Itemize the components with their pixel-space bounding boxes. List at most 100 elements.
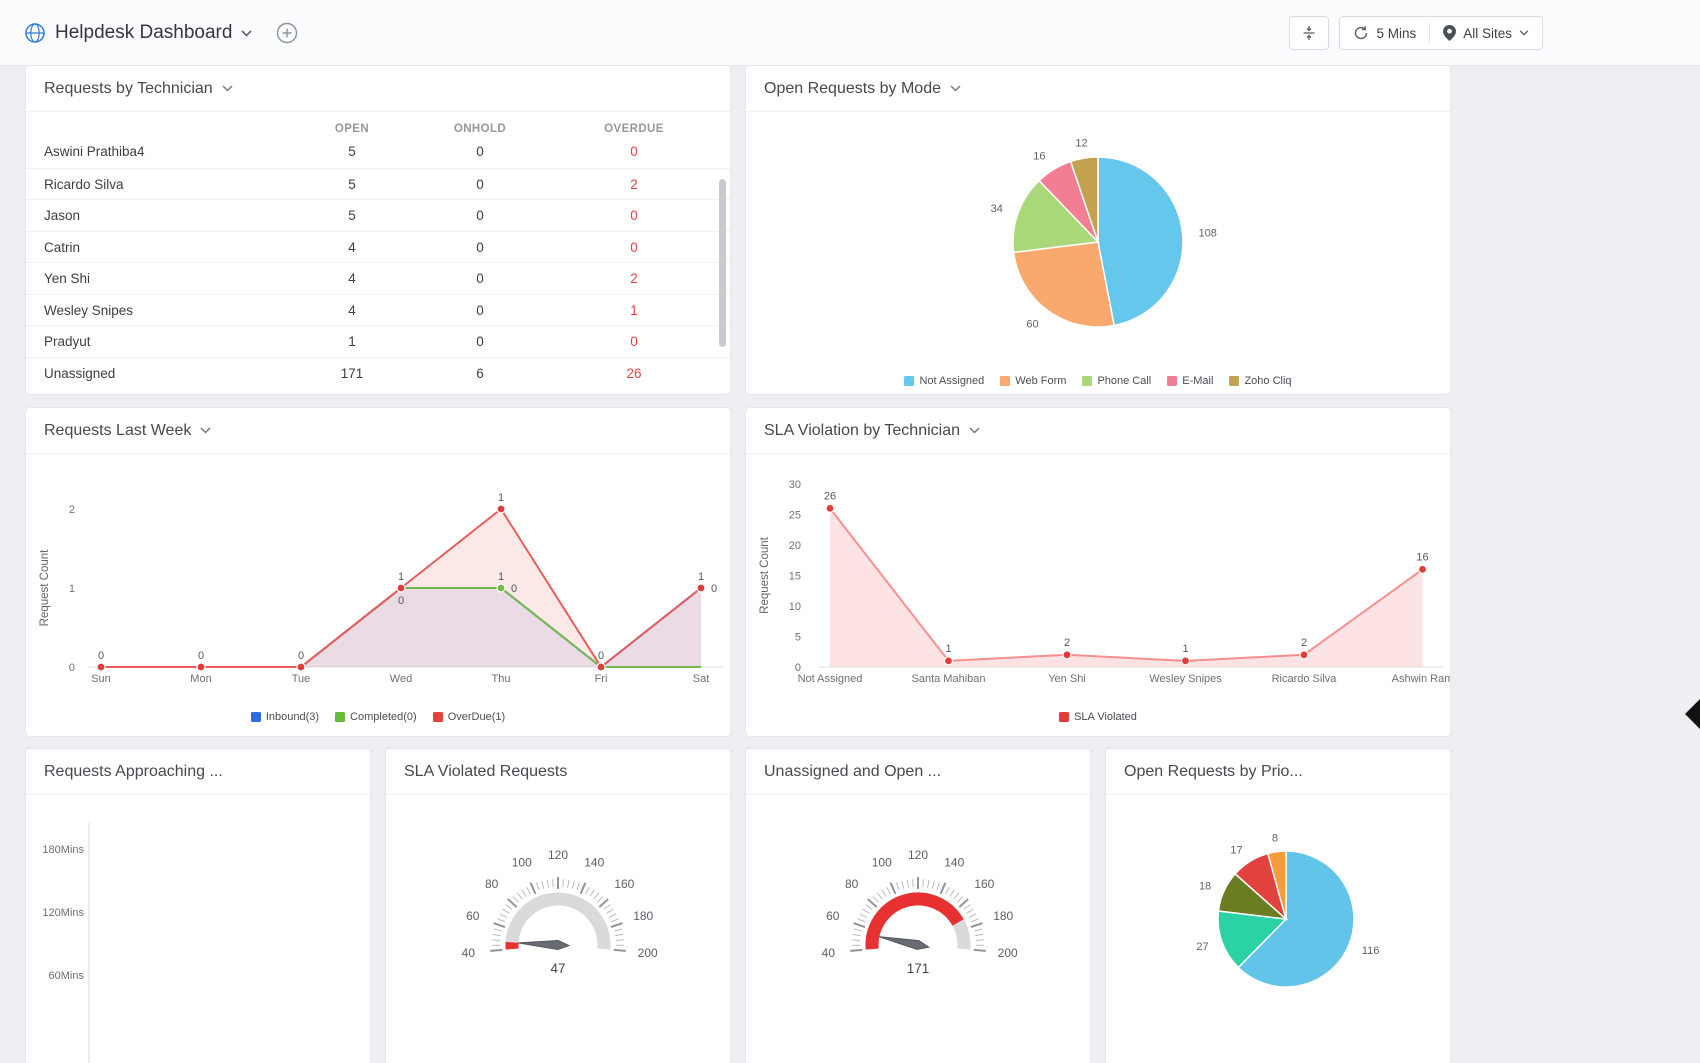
gauge-tick (606, 908, 614, 914)
pie-value-label: 8 (1272, 833, 1278, 845)
table-row[interactable]: Yen Shi 4 0 2 (26, 262, 730, 294)
gauge-tick (526, 886, 531, 895)
add-dashboard-button[interactable] (275, 21, 299, 45)
gauge-tick (970, 918, 979, 923)
gauge-tick-label: 140 (944, 856, 964, 870)
data-point[interactable] (196, 662, 206, 672)
legend-label: Inbound(3) (265, 711, 320, 723)
data-point[interactable] (1180, 656, 1191, 666)
table-row[interactable]: Aswini Prathiba4 5 0 0 (26, 143, 730, 168)
data-point[interactable] (825, 503, 835, 514)
onhold-count-cell: 0 (476, 271, 484, 286)
pie-value-label: 60 (1026, 319, 1038, 331)
legend-item[interactable]: Web Form (1000, 375, 1066, 387)
sla-violation-line-chart: 0 5 10 15 20 25 30 Not Assigned Santa Mahiban Yen… (746, 454, 1453, 723)
legend-label: Completed(0) (350, 711, 417, 723)
pie-slice-116[interactable] (1237, 850, 1355, 988)
series-area (101, 588, 701, 667)
x-tick-label: Fri (595, 673, 608, 685)
panel-requests-approaching: Requests Approaching ... 180Mins 120Mins 6… (25, 748, 371, 1063)
data-point[interactable] (696, 583, 706, 593)
fit-screen-button[interactable] (1289, 16, 1330, 50)
panel-unassigned-and-open: Unassigned and Open ... 40 60 80 100 120 140 1… (745, 748, 1091, 1063)
pie-slice-27[interactable] (1217, 910, 1288, 969)
y-axis-title: Request Count (759, 536, 771, 614)
scrollbar-thumb[interactable] (719, 179, 726, 347)
open-count-cell: 1 (348, 334, 356, 349)
pie-slice-Web Form[interactable] (1012, 241, 1116, 328)
data-point[interactable] (1299, 650, 1309, 660)
chevron-down-icon[interactable] (200, 427, 211, 434)
legend-item[interactable]: Not Assigned (904, 375, 984, 387)
data-point[interactable] (1062, 650, 1072, 660)
gauge-tick-label: 60 (826, 909, 840, 923)
point-label: 0 (298, 650, 304, 662)
data-point[interactable] (596, 662, 606, 672)
table-row[interactable]: Unassigned 171 6 26 (26, 356, 730, 389)
gauge-tick (859, 913, 868, 918)
page-title[interactable]: Helpdesk Dashboard (55, 22, 233, 43)
legend-item[interactable]: OverDue(1) (432, 711, 505, 723)
y-tick-label: 5 (795, 632, 801, 644)
gauge-tick (562, 879, 564, 888)
legend-item[interactable]: Inbound(3) (250, 711, 320, 723)
location-pin-icon (1443, 25, 1457, 41)
chevron-down-icon[interactable] (969, 427, 980, 434)
overdue-count-cell: 1 (630, 302, 638, 318)
data-point[interactable] (496, 504, 506, 514)
pie-value-label: 18 (1199, 880, 1211, 892)
legend-label: Not Assigned (919, 375, 985, 387)
technician-name-cell: Unassigned (44, 365, 116, 381)
panel-title: Open Requests by Prio... (1124, 762, 1303, 780)
gauge-tick (567, 879, 570, 888)
onhold-count-cell: 0 (476, 144, 484, 159)
data-point[interactable] (496, 583, 506, 593)
data-point[interactable] (296, 662, 306, 672)
table-row[interactable]: Pradyut 1 0 0 (26, 325, 730, 357)
table-row[interactable]: Catrin 4 0 0 (26, 230, 730, 263)
legend-item[interactable]: Completed(0) (335, 711, 417, 723)
data-point[interactable] (1417, 564, 1428, 575)
chevron-down-icon[interactable] (222, 85, 233, 92)
y-tick-label: 2 (69, 504, 75, 516)
last-week-line-chart: 0 1 2 Sun Mon Tue Wed Thu Fri Sat Request Count 0 0 0… (26, 454, 730, 723)
column-header-onhold[interactable]: ONHOLD (453, 123, 507, 135)
pie-slice-Not Assigned[interactable] (1097, 156, 1184, 327)
legend-item[interactable]: SLA Violated (1059, 711, 1137, 723)
series-area (830, 508, 1423, 667)
chevron-down-icon[interactable] (950, 85, 961, 92)
gauge-tick-label: 180 (633, 909, 653, 923)
x-tick-label: Thu (492, 673, 511, 685)
chevron-down-icon[interactable] (241, 29, 253, 37)
technician-name-cell: Yen Shi (44, 271, 91, 286)
gauge-tick (512, 896, 519, 903)
gauge-tick (896, 882, 900, 891)
column-header-overdue[interactable]: OVERDUE (604, 123, 664, 135)
priority-pie-chart: 116 27 18 17 8 (1106, 795, 1450, 1063)
point-label: 1 (945, 643, 951, 655)
pie-slice-Phone Call[interactable] (1012, 179, 1100, 254)
data-point[interactable] (96, 662, 106, 672)
legend-item[interactable]: Phone Call (1082, 375, 1151, 387)
pie-slice-8[interactable] (1266, 850, 1287, 920)
table-row[interactable]: Jason 5 0 0 (26, 199, 730, 231)
approaching-bar-chart: 180Mins 120Mins 60Mins (26, 795, 370, 1063)
gauge-tick-label: 40 (822, 946, 836, 960)
open-count-cell: 5 (348, 208, 356, 223)
pie-slice-Zoho Cliq[interactable] (1069, 156, 1099, 243)
table-row[interactable]: Wesley Snipes 4 0 1 (26, 293, 730, 326)
gauge-tick (492, 933, 501, 937)
x-tick-label: Yen Shi (1048, 673, 1086, 685)
column-header-open[interactable]: OPEN (334, 123, 370, 135)
refresh-interval-button[interactable]: 5 Mins (1340, 17, 1429, 49)
technician-name-cell: Jason (44, 208, 81, 223)
fit-screen-icon (1303, 26, 1315, 40)
legend-item[interactable]: Zoho Cliq (1229, 375, 1292, 387)
site-filter-button[interactable]: All Sites (1430, 17, 1542, 49)
divider (1429, 23, 1431, 43)
data-point[interactable] (396, 583, 406, 593)
table-row[interactable]: Ricardo Silva 5 0 2 (26, 167, 730, 200)
data-point[interactable] (943, 656, 954, 666)
gauge-tick (541, 880, 545, 889)
legend-item[interactable]: E-Mail (1167, 375, 1213, 387)
